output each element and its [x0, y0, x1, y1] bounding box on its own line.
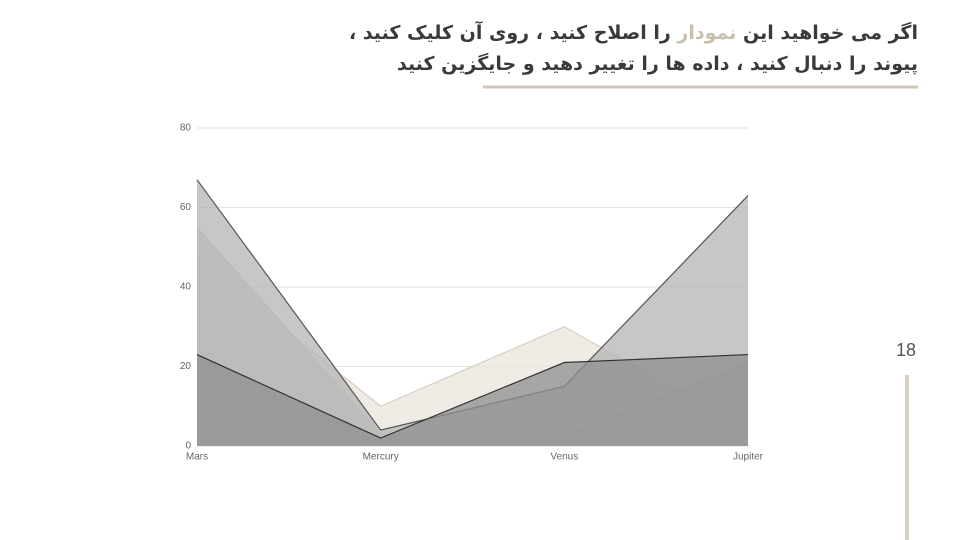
y-tick-label: 80 — [180, 123, 192, 134]
y-tick-label: 60 — [180, 202, 192, 213]
x-tick-label: Venus — [550, 452, 578, 463]
y-tick-label: 40 — [180, 282, 192, 293]
title-line: اگر می خواهید این نمودار را اصلاح کنید ،… — [318, 22, 918, 44]
title-highlight: نمودار — [677, 22, 737, 44]
title-text: را اصلاح کنید ، روی آن کلیک کنید ، — [349, 22, 678, 44]
y-tick-label: 0 — [185, 441, 191, 452]
page-number: 18 — [896, 340, 916, 360]
y-tick-label: 20 — [180, 361, 192, 372]
x-tick-label: Mars — [186, 452, 208, 463]
x-tick-label: Mercury — [363, 452, 399, 463]
x-tick-label: Jupiter — [733, 452, 764, 463]
title-line: پیوند را دنبال کنید ، داده ها را تغییر د… — [397, 53, 918, 75]
title-text: اگر می خواهید این — [736, 22, 918, 44]
area-line — [196, 353, 749, 439]
